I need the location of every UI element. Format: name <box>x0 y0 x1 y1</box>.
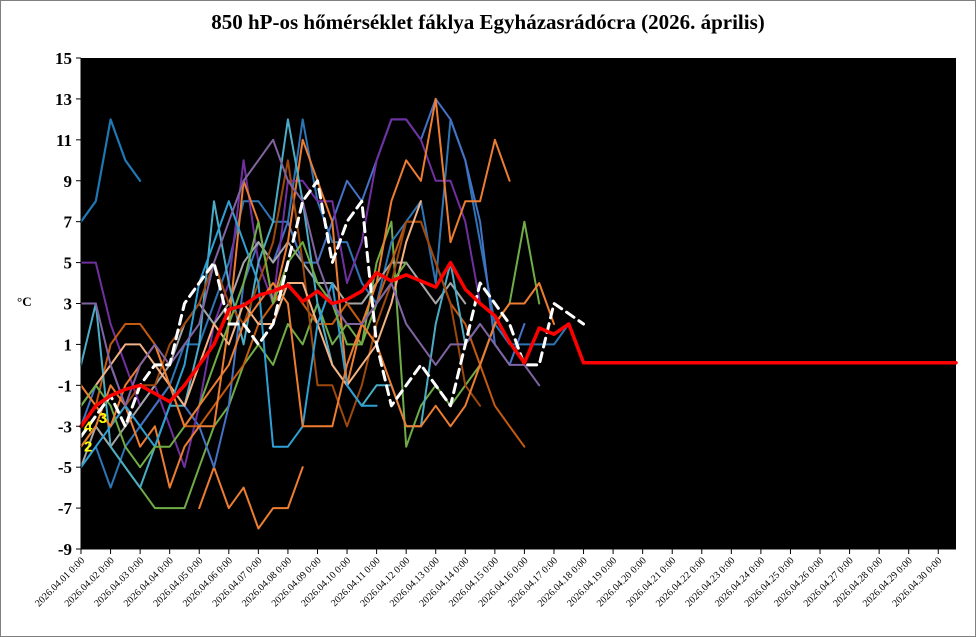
series-line-13 <box>80 220 408 469</box>
y-tick-label: 11 <box>56 131 72 150</box>
start-markers: 34 2 <box>84 410 107 456</box>
y-tick-label: -3 <box>58 417 72 436</box>
y-tick-label: 7 <box>64 213 73 232</box>
y-tick-label: 9 <box>64 172 73 191</box>
series-line-0 <box>79 118 142 223</box>
series-line-14 <box>80 282 555 428</box>
series-line-17 <box>79 260 958 429</box>
y-tick-label: -9 <box>58 540 72 559</box>
series-line-15 <box>80 138 541 407</box>
chart-title: 850 hP-os hőmérséklet fáklya Egyházasrád… <box>211 10 765 34</box>
y-tick-label: -5 <box>58 458 72 477</box>
y-tick-label: 15 <box>55 49 72 68</box>
y-axis-label: °C <box>17 294 32 309</box>
series-line-1 <box>198 466 304 530</box>
y-tick-label: -1 <box>58 376 72 395</box>
start-marker-label: 3 <box>99 410 107 427</box>
x-tick-label: 2026.04.01 0:00 <box>33 555 87 609</box>
start-marker-label: 4 <box>84 418 93 435</box>
series-line-16 <box>79 179 585 438</box>
y-tick-label: 13 <box>55 90 72 109</box>
start-marker-label: 2 <box>84 439 92 456</box>
y-tick-label: 5 <box>64 254 73 273</box>
y-tick-label: 1 <box>64 335 73 354</box>
y-tick-label: -7 <box>58 499 73 518</box>
y-tick-label: 3 <box>64 295 73 314</box>
series-layer <box>79 97 958 530</box>
